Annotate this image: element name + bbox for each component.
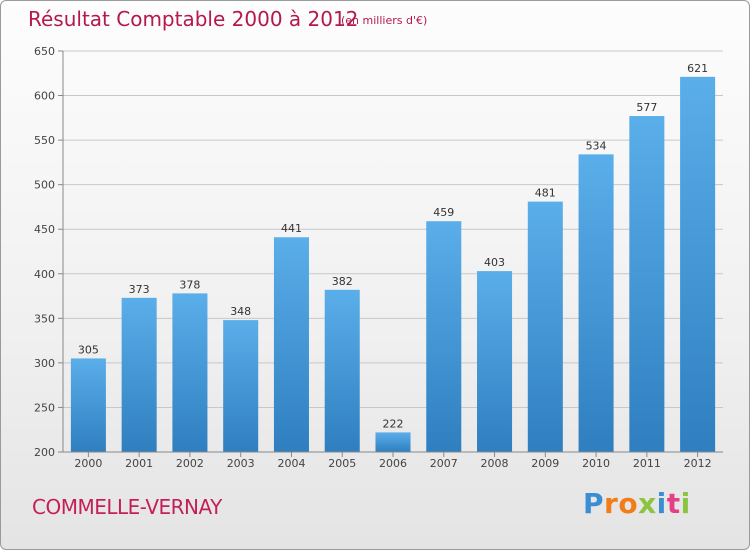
y-tick-label: 300 [34, 357, 55, 370]
data-label: 403 [484, 256, 505, 269]
x-tick-label: 2004 [277, 457, 305, 470]
bar-2006 [375, 432, 411, 452]
bar-2003 [223, 320, 259, 452]
bar-2007 [426, 221, 462, 452]
logo-letter: t [666, 487, 681, 520]
data-label: 348 [230, 305, 251, 318]
x-tick-label: 2012 [684, 457, 712, 470]
axes: 200 250 300 350 400 450 500 550 600 650 2000 2001 20… [34, 45, 723, 470]
logo-letter: P [583, 487, 605, 520]
bar-2012 [680, 76, 716, 452]
x-tick-label: 2009 [531, 457, 559, 470]
data-label: 305 [78, 343, 99, 356]
data-label: 222 [383, 417, 404, 430]
x-tick-label: 2000 [74, 457, 102, 470]
bars [70, 76, 716, 452]
x-tick-label: 2010 [582, 457, 610, 470]
logo-letter: r [604, 487, 619, 520]
data-label: 378 [179, 278, 200, 291]
y-tick-label: 550 [34, 134, 55, 147]
data-label: 481 [535, 187, 556, 200]
y-tick-label: 350 [34, 312, 55, 325]
bar-2010 [578, 154, 614, 452]
data-label: 534 [586, 139, 607, 152]
logo-letter: x [638, 487, 657, 520]
y-tick-label: 500 [34, 179, 55, 192]
commune-name: COMMELLE-VERNAY [32, 495, 222, 519]
x-tick-label: 2003 [227, 457, 255, 470]
data-label: 373 [129, 283, 150, 296]
y-tick-label: 600 [34, 90, 55, 103]
chart-title: Résultat Comptable 2000 à 2012 [28, 7, 359, 31]
x-tick-label: 2007 [430, 457, 458, 470]
data-label: 441 [281, 222, 302, 235]
bar-2009 [527, 201, 563, 452]
bar-2001 [121, 297, 157, 452]
logo-letter: i [656, 487, 667, 520]
x-tick-label: 2002 [176, 457, 204, 470]
x-tick-label: 2001 [125, 457, 153, 470]
data-label: 382 [332, 275, 353, 288]
bar-2002 [172, 293, 208, 452]
x-tick-label: 2005 [328, 457, 356, 470]
y-tick-label: 650 [34, 45, 55, 58]
x-tick-label: 2008 [481, 457, 509, 470]
data-label: 621 [687, 62, 708, 75]
logo-letter: i [680, 487, 691, 520]
chart-subtitle: (en milliers d'€) [341, 14, 428, 27]
logo-letter: o [618, 487, 639, 520]
x-tick-label: 2011 [633, 457, 661, 470]
bar-2004 [273, 237, 309, 452]
y-tick-label: 400 [34, 268, 55, 281]
y-tick-label: 250 [34, 401, 55, 414]
y-tick-label: 450 [34, 223, 55, 236]
bar-2000 [70, 358, 106, 452]
grid-lines [63, 50, 723, 408]
data-labels: 305 373 378 348 441 382 222 459 403 481 534 577 621 [78, 62, 708, 431]
bar-2005 [324, 289, 360, 452]
data-label: 459 [433, 206, 454, 219]
x-tick-label: 2006 [379, 457, 407, 470]
data-label: 577 [636, 101, 657, 114]
bar-2008 [477, 271, 513, 452]
proxiti-logo: Proxiti [583, 487, 691, 520]
bar-2011 [629, 116, 665, 452]
y-tick-label: 200 [34, 446, 55, 459]
